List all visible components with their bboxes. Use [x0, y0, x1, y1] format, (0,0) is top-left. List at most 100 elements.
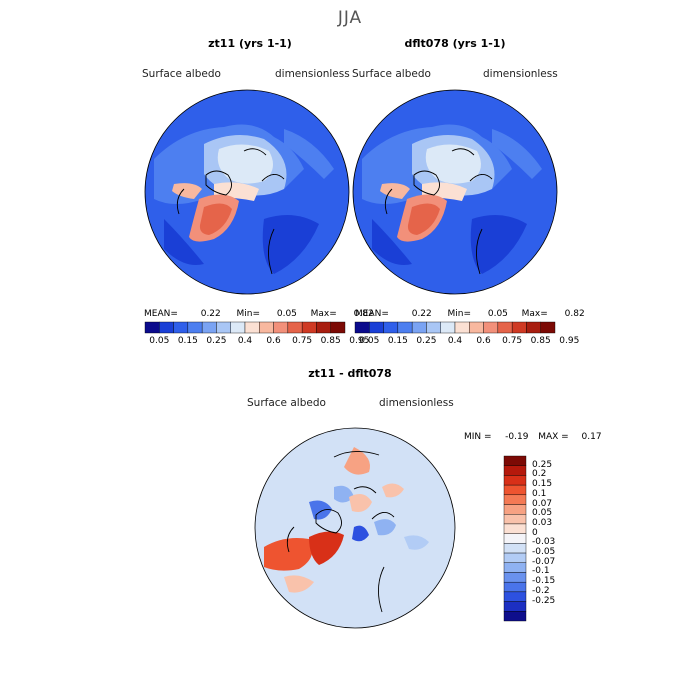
- diff-colorbar-box: [503, 581, 527, 593]
- panel1-colorbar-box: [173, 321, 189, 334]
- diff-colorbar-label: 0.1: [532, 488, 547, 499]
- diff-colorbar: [503, 455, 527, 622]
- panel2-colorbar-box: [426, 321, 441, 334]
- panel1-title: zt11 (yrs 1-1): [208, 37, 292, 50]
- panel1-colorbar-box: [159, 321, 174, 334]
- diff-min: -0.19: [505, 432, 529, 442]
- panel1-colorbar-box: [230, 321, 246, 334]
- panel2-colorbar-box: [511, 321, 527, 334]
- panel2-mean-label: MEAN=: [355, 309, 389, 319]
- diff-colorbar-box: [503, 523, 527, 534]
- panel1-colorbar-box: [316, 321, 331, 334]
- panel2-colorbar-box: [526, 321, 541, 334]
- panel2-colorbar-box: [497, 321, 513, 334]
- panel1-colorbar-box: [216, 321, 231, 334]
- panel1-colorbar-tick: 0.25: [206, 336, 227, 346]
- panel2-colorbar-box: [383, 321, 399, 334]
- diff-units: dimensionless: [379, 397, 454, 409]
- panel1-colorbar-box: [273, 321, 289, 334]
- panel2-polar-map: [352, 89, 558, 295]
- diff-variable: Surface albedo: [247, 397, 326, 409]
- panel1-colorbar-box: [287, 321, 303, 334]
- panel1-colorbar-box: [201, 321, 217, 334]
- panel1-colorbar-box: [259, 321, 274, 334]
- panel1-min-label: Min=: [236, 309, 261, 319]
- diff-colorbar-box: [503, 552, 527, 563]
- panel2-title: dflt078 (yrs 1-1): [404, 37, 506, 50]
- panel1-mean-label: MEAN=: [144, 309, 178, 319]
- diff-colorbar-label: -0.25: [532, 595, 556, 606]
- diff-colorbar-box: [503, 465, 527, 476]
- panel2-colorbar-box: [411, 321, 427, 334]
- diff-colorbar-box: [503, 562, 527, 573]
- diff-colorbar-label: 0.07: [532, 498, 553, 509]
- panel2-max-label: Max=: [521, 309, 548, 319]
- diff-colorbar-box: [503, 514, 527, 525]
- diff-colorbar-box: [503, 601, 527, 612]
- diff-colorbar-box: [503, 455, 527, 466]
- diff-colorbar-box: [503, 533, 527, 544]
- panel2-mean: 0.22: [411, 309, 432, 319]
- diff-colorbar-label: -0.03: [532, 537, 556, 548]
- diff-colorbar-labels: 0.25 0.2 0.15 0.1 0.07 0.05 0.03 0 -0.03 -0.05 -0.…: [532, 456, 592, 621]
- panel1-colorbar-tick: 0.95: [349, 336, 370, 346]
- panel1-colorbar-tick: 0.85: [320, 336, 341, 346]
- panel1-variable: Surface albedo: [142, 68, 221, 80]
- panel2-colorbar-box: [469, 321, 484, 334]
- panel2-min: 0.05: [487, 309, 508, 319]
- diff-colorbar-box: [503, 494, 527, 505]
- diff-max: 0.17: [581, 432, 602, 442]
- panel1-colorbar-tick: 0.4: [237, 336, 253, 346]
- panel2-min-label: Min=: [447, 309, 472, 319]
- diff-colorbar-box: [503, 504, 527, 515]
- diff-colorbar-label: 0: [532, 527, 538, 538]
- diff-min-max: MIN = -0.19 MAX = 0.17: [464, 432, 602, 442]
- diff-colorbar-label: -0.07: [532, 556, 556, 567]
- panel1-colorbar-box: [301, 321, 317, 334]
- diff-colorbar-box: [503, 484, 527, 496]
- panel2-colorbar-tick: 0.6: [476, 336, 491, 346]
- panel2-colorbar-tick: 0.85: [530, 336, 551, 346]
- diff-colorbar-label: -0.2: [532, 585, 550, 596]
- diff-colorbar-label: 0.03: [532, 517, 553, 528]
- panel1-min: 0.05: [276, 309, 297, 319]
- panel2-colorbar-box: [483, 321, 499, 334]
- diff-colorbar-box: [503, 543, 527, 554]
- panel1-colorbar-tick: 0.6: [266, 336, 281, 346]
- panel2-colorbar-box: [369, 321, 384, 334]
- panel2-colorbar-box: [397, 321, 413, 334]
- diff-colorbar-box: [503, 475, 527, 486]
- season-title: JJA: [337, 8, 363, 28]
- diff-colorbar-box: [503, 591, 527, 602]
- panel1-polar-map: [144, 89, 350, 295]
- panel1-colorbar-box: [244, 321, 260, 334]
- diff-colorbar-label: -0.15: [532, 576, 556, 587]
- panel1-colorbar-ticks: 0.05 0.15 0.25 0.4 0.6 0.75 0.85 0.95: [145, 336, 369, 348]
- panel2-colorbar-tick: 0.25: [416, 336, 437, 346]
- panel2-colorbar: [354, 321, 556, 334]
- diff-colorbar-box: [503, 572, 527, 583]
- panel1-colorbar-box: [187, 321, 203, 334]
- panel2-stats: MEAN= 0.22 Min= 0.05 Max= 0.82: [355, 309, 585, 319]
- panel1-max: 0.82: [353, 309, 374, 319]
- panel1-colorbar-tick: 0.75: [292, 336, 313, 346]
- diff-colorbar-box: [503, 611, 527, 622]
- diff-title: zt11 - dflt078: [308, 367, 392, 380]
- panel1-max-label: Max=: [310, 309, 337, 319]
- panel2-colorbar-box: [440, 321, 456, 334]
- panel2-colorbar-ticks: 0.05 0.15 0.25 0.4 0.6 0.75 0.85 0.95: [355, 336, 579, 348]
- diff-max-label: MAX =: [538, 432, 569, 442]
- panel2-colorbar-tick: 0.05: [359, 336, 380, 346]
- panel2-colorbar-box: [354, 321, 370, 334]
- panel2-variable: Surface albedo: [352, 68, 431, 80]
- panel1-colorbar-box: [330, 321, 346, 334]
- panel1-units: dimensionless: [275, 68, 350, 80]
- panel2-max: 0.82: [564, 309, 585, 319]
- panel2-colorbar-box: [454, 321, 470, 334]
- diff-min-label: MIN =: [464, 432, 492, 442]
- panel2-colorbar-tick: 0.75: [502, 336, 523, 346]
- panel1-stats: MEAN= 0.22 Min= 0.05 Max= 0.82: [144, 309, 374, 319]
- diff-colorbar-label: 0.25: [532, 459, 553, 470]
- diff-colorbar-label: 0.15: [532, 479, 553, 490]
- panel2-colorbar-tick: 0.95: [559, 336, 580, 346]
